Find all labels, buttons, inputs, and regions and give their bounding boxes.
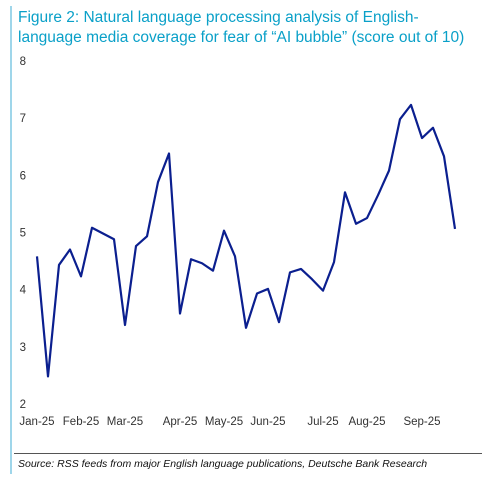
x-tick-label: Sep-25: [403, 416, 440, 428]
y-tick-label: 5: [20, 228, 26, 240]
y-tick-label: 2: [20, 399, 26, 411]
line-series: [35, 103, 457, 378]
y-tick-label: 8: [20, 56, 26, 68]
y-tick-label: 4: [20, 285, 27, 297]
x-tick-label: Mar-25: [107, 416, 143, 428]
chart-title: Figure 2: Natural language processing an…: [18, 9, 465, 46]
x-tick-label: Jan-25: [19, 416, 54, 428]
source-rule: [14, 453, 482, 454]
x-tick-label: Aug-25: [348, 416, 385, 428]
y-tick-label: 3: [20, 342, 26, 354]
source-note: Source: RSS feeds from major English lan…: [18, 458, 428, 470]
chart: 2 3 4 5 6 7 8 Jan-25 Feb-25 Mar-25 Apr-25 May-25 Jun…: [19, 56, 457, 428]
x-tick-label: May-25: [205, 416, 243, 428]
y-tick-label: 7: [20, 113, 26, 125]
accent-bar: [10, 6, 12, 474]
x-tick-label: Apr-25: [163, 416, 198, 428]
y-tick-label: 6: [20, 170, 26, 182]
x-tick-label: Feb-25: [63, 416, 99, 428]
x-tick-label: Jun-25: [250, 416, 285, 428]
x-tick-label: Jul-25: [307, 416, 338, 428]
